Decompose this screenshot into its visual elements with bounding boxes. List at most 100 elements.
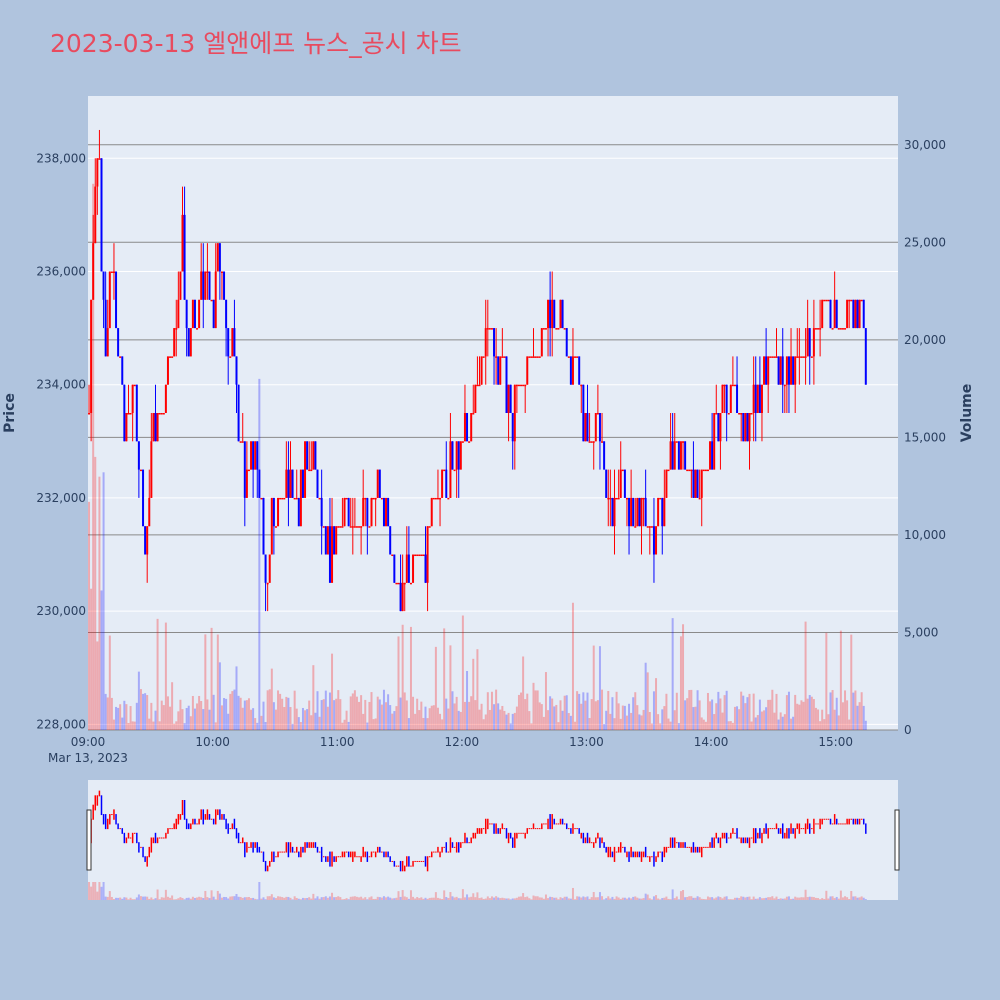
volume-bar bbox=[385, 702, 388, 730]
volume-bar bbox=[671, 618, 674, 730]
volume-bar bbox=[146, 695, 149, 730]
volume-bar bbox=[106, 697, 109, 730]
range-slider-left-handle[interactable] bbox=[86, 809, 92, 871]
volume-bar bbox=[119, 704, 122, 730]
candle bbox=[268, 554, 271, 583]
candle bbox=[673, 441, 676, 470]
volume-bar bbox=[499, 709, 502, 730]
preview-volume-bar bbox=[497, 897, 500, 900]
volume-bar bbox=[200, 700, 203, 730]
candle bbox=[478, 384, 481, 387]
candle bbox=[779, 356, 782, 385]
candle bbox=[576, 356, 579, 358]
preview-volume-bar bbox=[671, 889, 674, 900]
range-slider-right-handle[interactable] bbox=[894, 809, 900, 871]
volume-bar bbox=[858, 702, 861, 730]
preview-volume-bar bbox=[428, 897, 431, 900]
preview-volume-bar bbox=[769, 897, 772, 900]
candle bbox=[310, 469, 313, 472]
preview-volume-bar bbox=[715, 897, 718, 900]
volume-bar bbox=[418, 710, 421, 730]
preview-volume-bar bbox=[571, 887, 574, 900]
candle bbox=[229, 356, 232, 358]
candle bbox=[158, 413, 161, 415]
candle bbox=[659, 497, 662, 500]
candle bbox=[657, 497, 660, 527]
candle bbox=[183, 214, 186, 300]
preview-volume-bar bbox=[472, 893, 475, 900]
preview-volume-bar bbox=[569, 898, 572, 900]
preview-volume-bar bbox=[459, 898, 462, 900]
volume-bar bbox=[420, 701, 423, 730]
candle bbox=[711, 441, 714, 470]
preview-volume-bar bbox=[405, 897, 408, 900]
volume-bar bbox=[445, 698, 448, 730]
candle bbox=[424, 554, 427, 583]
volume-bar bbox=[468, 701, 471, 730]
preview-volume-bar bbox=[100, 886, 103, 900]
volume-bar bbox=[220, 705, 223, 730]
candle bbox=[428, 526, 431, 528]
candle bbox=[733, 384, 736, 387]
candle bbox=[696, 469, 699, 498]
preview-volume-bar bbox=[844, 896, 847, 900]
candle bbox=[821, 299, 824, 329]
preview-volume-bar bbox=[324, 896, 327, 900]
volume-bar bbox=[526, 693, 529, 730]
volume-bar bbox=[731, 722, 734, 730]
preview-volume-bar bbox=[623, 897, 626, 900]
preview-volume-bar bbox=[322, 897, 325, 900]
volume-bar bbox=[848, 719, 851, 730]
volume-bar bbox=[193, 708, 196, 730]
volume-bar bbox=[648, 712, 651, 730]
candle bbox=[430, 497, 433, 527]
preview-volume-bar bbox=[598, 892, 601, 900]
candle bbox=[414, 554, 417, 557]
preview-volume-bar bbox=[162, 897, 165, 900]
volume-bar bbox=[821, 709, 824, 730]
volume-bar bbox=[447, 708, 450, 730]
volume-bar bbox=[374, 718, 377, 730]
volume-bar bbox=[331, 653, 334, 730]
range-slider[interactable] bbox=[88, 780, 898, 900]
candle bbox=[247, 469, 250, 472]
candle bbox=[611, 497, 614, 527]
candle bbox=[522, 384, 525, 387]
volume-bar bbox=[90, 588, 93, 730]
candle bbox=[704, 469, 707, 472]
volume-bar bbox=[478, 709, 481, 730]
volume-bar bbox=[414, 713, 417, 730]
candle bbox=[295, 497, 298, 500]
candle bbox=[443, 469, 446, 472]
candle bbox=[524, 384, 527, 387]
candle bbox=[287, 469, 290, 498]
volume-bar bbox=[578, 693, 581, 730]
candle bbox=[812, 328, 815, 357]
candle bbox=[308, 469, 311, 472]
candle bbox=[690, 469, 693, 472]
volume-bar bbox=[513, 712, 516, 730]
volume-bar bbox=[557, 722, 560, 730]
preview-volume-bar bbox=[214, 899, 217, 900]
candle bbox=[393, 554, 396, 583]
candle bbox=[515, 384, 518, 387]
candle bbox=[453, 469, 456, 472]
volume-bar bbox=[262, 701, 265, 730]
candle bbox=[713, 413, 716, 470]
preview-volume-bar bbox=[605, 898, 608, 900]
volume-bar bbox=[812, 699, 815, 730]
volume-bar bbox=[484, 714, 487, 730]
preview-volume-bar bbox=[463, 897, 466, 900]
preview-volume-bar bbox=[495, 896, 498, 900]
preview-volume-bar bbox=[837, 898, 840, 900]
preview-volume-bar bbox=[123, 897, 126, 900]
volume-bar bbox=[800, 700, 803, 730]
candle bbox=[555, 328, 558, 330]
volume-bar bbox=[403, 692, 406, 730]
preview-volume-bar bbox=[210, 890, 213, 900]
preview-volume-bar bbox=[177, 898, 180, 900]
volume-bar bbox=[233, 689, 236, 730]
preview-volume-bar bbox=[617, 897, 620, 900]
candle bbox=[709, 441, 712, 470]
candle bbox=[370, 497, 373, 527]
